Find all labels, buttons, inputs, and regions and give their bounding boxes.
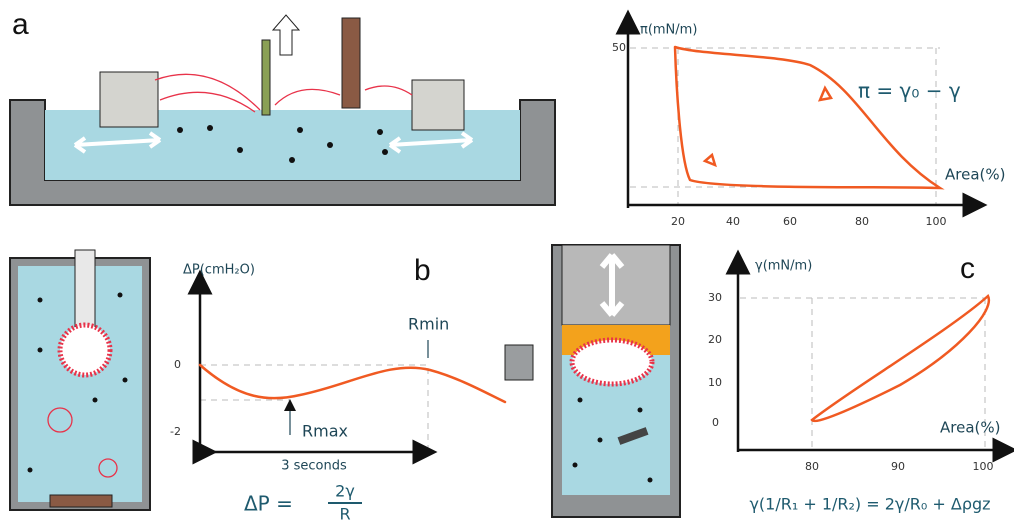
equation: 2γ bbox=[335, 482, 355, 501]
pressure-chart bbox=[200, 282, 505, 452]
annotation: 3 seconds bbox=[281, 459, 347, 474]
x-tick-label: 80 bbox=[805, 460, 819, 473]
y-axis-label: π(mN/m) bbox=[640, 23, 697, 38]
equation: π = γ₀ − γ bbox=[858, 79, 961, 103]
isotherm-chart bbox=[628, 22, 975, 208]
x-tick-label: 20 bbox=[671, 215, 685, 228]
y-tick-label: 30 bbox=[708, 291, 722, 304]
equation: R bbox=[339, 505, 350, 524]
langmuir-trough bbox=[10, 15, 555, 205]
y-tick-label: 0 bbox=[712, 416, 719, 429]
annotation: Rmax bbox=[302, 422, 348, 441]
panel-label: b bbox=[414, 254, 431, 287]
y-tick-label: 10 bbox=[708, 376, 722, 389]
y-axis-label: ΔP(cmH₂O) bbox=[183, 263, 255, 278]
annotation: Rmin bbox=[408, 315, 449, 334]
x-tick-label: 60 bbox=[783, 215, 797, 228]
figure: a π(mN/m) Area(%) 50 20 40 60 80 100 π =… bbox=[0, 0, 1014, 527]
y-tick-label: 0 bbox=[174, 358, 181, 371]
y-axis-label: γ(mN/m) bbox=[755, 259, 812, 274]
equation: ΔP = bbox=[244, 492, 293, 516]
y-tick-label: 50 bbox=[612, 41, 626, 54]
panel-label: c bbox=[960, 252, 975, 285]
panel-label: a bbox=[12, 8, 29, 41]
equation: γ(1/R₁ + 1/R₂) = 2γ/R₀ + Δρgz bbox=[749, 495, 990, 514]
x-tick-label: 100 bbox=[926, 215, 947, 228]
x-tick-label: 40 bbox=[726, 215, 740, 228]
x-axis-label: Area(%) bbox=[940, 419, 1000, 437]
y-tick-label: -2 bbox=[170, 425, 181, 438]
x-tick-label: 100 bbox=[973, 460, 994, 473]
x-tick-label: 90 bbox=[891, 460, 905, 473]
captive-bubble bbox=[505, 245, 680, 517]
x-axis-label: Area(%) bbox=[945, 166, 1005, 184]
y-tick-label: 20 bbox=[708, 333, 722, 346]
pulsating-bubble bbox=[10, 250, 150, 510]
x-tick-label: 80 bbox=[855, 215, 869, 228]
